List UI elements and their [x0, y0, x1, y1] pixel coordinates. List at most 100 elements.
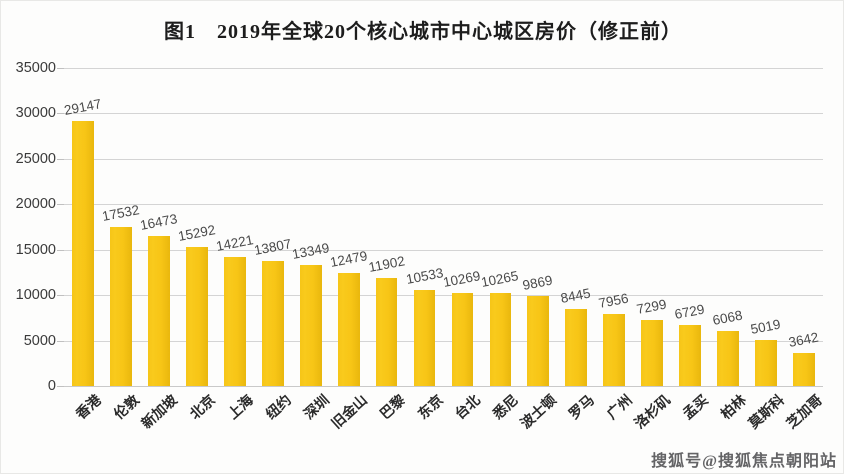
- bar-value-label: 10265: [480, 267, 520, 290]
- x-axis-label: 孟买: [681, 392, 712, 423]
- x-axis-label: 上海: [225, 392, 257, 423]
- bar[interactable]: [527, 296, 550, 386]
- bar-value-label: 3642: [787, 329, 820, 350]
- y-axis-label: 30000: [15, 105, 56, 122]
- bar-column[interactable]: 7299: [636, 68, 668, 386]
- y-axis-tick: [57, 340, 64, 342]
- bar-column[interactable]: 6068: [711, 68, 744, 386]
- watermark-text: 搜狐号@搜狐焦点朝阳站: [651, 453, 837, 470]
- y-axis-tick: [57, 249, 64, 251]
- bar-column[interactable]: 15292: [177, 68, 216, 386]
- bar-column[interactable]: 12479: [328, 68, 368, 386]
- bar[interactable]: [147, 236, 170, 386]
- bar-column[interactable]: 16473: [139, 68, 178, 386]
- x-axis-label: 北京: [187, 392, 219, 423]
- x-axis-label: 莫斯科: [746, 392, 788, 433]
- bar[interactable]: [755, 340, 777, 386]
- bar[interactable]: [717, 330, 740, 386]
- bar-value-label: 13807: [252, 235, 293, 258]
- y-axis-tick: [57, 68, 64, 69]
- bar-value-label: 12479: [328, 247, 369, 270]
- bar[interactable]: [299, 264, 322, 386]
- bar-column[interactable]: 17532: [101, 68, 140, 386]
- y-axis-label: 35000: [15, 60, 56, 76]
- y-axis-tick: [57, 204, 64, 206]
- x-axis-label: 波士顿: [518, 392, 561, 433]
- bar[interactable]: [413, 290, 436, 386]
- bar-column[interactable]: 9869: [522, 68, 554, 386]
- y-axis-label: 20000: [15, 196, 56, 213]
- gridline: [64, 204, 823, 206]
- y-axis-label: 25000: [15, 150, 56, 167]
- x-axis-label: 芝加哥: [784, 392, 826, 433]
- bar-column[interactable]: 6729: [673, 68, 706, 386]
- bar[interactable]: [451, 292, 474, 386]
- bar-column[interactable]: 10265: [480, 68, 520, 386]
- bar[interactable]: [337, 272, 360, 386]
- y-axis-label: 5000: [23, 332, 56, 349]
- bar-value-label: 15292: [176, 222, 217, 245]
- bar-column[interactable]: 10269: [442, 68, 482, 386]
- bar-column[interactable]: 29147: [63, 68, 103, 386]
- bar-column[interactable]: 11902: [367, 68, 406, 386]
- gridline: [64, 340, 823, 342]
- bar[interactable]: [72, 121, 94, 386]
- x-axis-label: 新加坡: [139, 392, 181, 433]
- x-axis-label: 巴黎: [377, 392, 409, 423]
- bar-column[interactable]: 8445: [560, 68, 592, 386]
- x-axis-label: 洛杉矶: [632, 392, 674, 433]
- bar[interactable]: [565, 309, 588, 386]
- gridline: [64, 249, 823, 251]
- bar[interactable]: [489, 292, 512, 386]
- y-axis-label: 15000: [15, 241, 56, 258]
- bar-value-label: 5019: [749, 316, 782, 338]
- page-title: 图1 2019年全球20个核心城市中心城区房价（修正前）: [164, 21, 682, 43]
- plot-area: 29147 17532 16473 15292 14221 13807 13349 12479…: [57, 68, 823, 387]
- bar[interactable]: [261, 260, 284, 386]
- y-axis-tick: [57, 295, 64, 297]
- gridline: [64, 386, 823, 387]
- bar[interactable]: [375, 277, 398, 386]
- bar-value-label: 10269: [442, 267, 483, 290]
- bar-value-label: 10533: [404, 265, 445, 288]
- bar-column[interactable]: 10533: [404, 68, 444, 386]
- bar-value-label: 7956: [597, 290, 630, 311]
- bar-value-label: 29147: [62, 96, 103, 119]
- bar-value-label: 6068: [711, 307, 744, 328]
- bar-value-label: 13349: [290, 239, 331, 262]
- bar-column[interactable]: 14221: [215, 68, 254, 386]
- x-axis-label: 旧金山: [329, 392, 371, 433]
- bar-value-label: 6729: [673, 301, 706, 322]
- bar-value-label: 16473: [138, 211, 179, 234]
- bar[interactable]: [641, 319, 664, 386]
- bar-column[interactable]: 13349: [291, 68, 330, 386]
- bar-value-label: 8445: [559, 285, 592, 307]
- gridline: [64, 113, 823, 115]
- x-axis-label: 台北: [453, 392, 485, 423]
- bar[interactable]: [793, 352, 815, 386]
- y-axis-tick: [57, 158, 64, 160]
- y-axis-tick: [57, 113, 64, 115]
- bar[interactable]: [679, 324, 702, 386]
- bar-value-label: 7299: [635, 296, 668, 317]
- bar[interactable]: [185, 247, 208, 386]
- y-axis-tick: [57, 386, 64, 387]
- bar[interactable]: [110, 226, 132, 386]
- gridline: [64, 68, 823, 69]
- x-axis-label: 纽约: [263, 392, 295, 423]
- x-axis-label: 罗马: [567, 392, 599, 423]
- bar-value-label: 11902: [366, 253, 406, 275]
- bar-column[interactable]: 5019: [749, 68, 782, 386]
- y-axis-label: 0: [47, 378, 56, 394]
- bar-column[interactable]: 13807: [253, 68, 292, 386]
- x-axis-label: 香港: [73, 392, 105, 423]
- bar-column[interactable]: 3642: [787, 68, 820, 386]
- bar[interactable]: [603, 313, 626, 386]
- bar-value-label: 9869: [521, 272, 555, 294]
- y-axis-label: 10000: [15, 287, 56, 304]
- x-axis-label: 东京: [415, 392, 447, 423]
- bar-column[interactable]: 7956: [598, 68, 630, 386]
- gridline: [64, 158, 823, 160]
- bar[interactable]: [223, 256, 246, 386]
